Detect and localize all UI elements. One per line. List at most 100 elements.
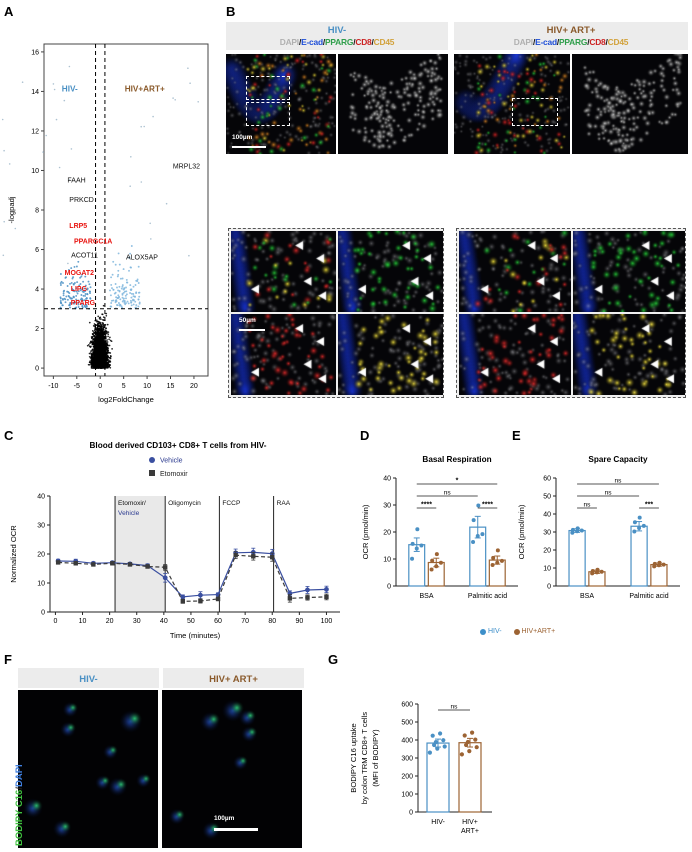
svg-text:FCCP: FCCP <box>222 500 241 507</box>
inset-hivpos-cd8 <box>459 314 571 395</box>
svg-text:300: 300 <box>401 755 413 762</box>
channel-dapi-label-2: DAPI <box>513 37 533 47</box>
channel-ecad-label-2: E-cad <box>535 37 557 47</box>
inset-hivneg-cd45 <box>338 314 443 395</box>
panel-g-letter: G <box>328 652 339 667</box>
svg-text:0: 0 <box>547 583 551 590</box>
svg-text:-logpadj: -logpadj <box>7 196 16 223</box>
svg-text:40: 40 <box>543 511 551 518</box>
svg-text:Normalized OCR: Normalized OCR <box>9 525 18 583</box>
inset-hivneg-cd8 <box>231 314 336 395</box>
panel-c-letter: C <box>4 428 14 443</box>
scale-bar-f-text: 100µm <box>214 815 235 822</box>
svg-text:0: 0 <box>53 618 57 625</box>
svg-text:6: 6 <box>35 247 39 254</box>
svg-text:40: 40 <box>383 475 391 482</box>
scale-bar-b-left-text: 100µm <box>232 134 253 141</box>
svg-text:100: 100 <box>401 791 413 798</box>
panel-b-right-channels: DAPI/E-cad/PPARG/CD8/CD45 <box>513 37 629 47</box>
svg-text:20: 20 <box>37 551 45 558</box>
svg-text:400: 400 <box>401 737 413 744</box>
micrograph-bodipy-hivneg <box>18 690 158 848</box>
svg-text:Basal Respiration: Basal Respiration <box>422 455 491 464</box>
panel-b-left-header: HIV- DAPI/E-cad/PPARG/CD8/CD45 <box>226 22 448 50</box>
panel-b-left-insets: 50µm <box>228 228 444 398</box>
group-legend: HIV- HIV+ART+ <box>480 628 680 642</box>
svg-text:ns: ns <box>444 490 452 497</box>
svg-text:Palmitic acid: Palmitic acid <box>468 593 507 600</box>
svg-text:4: 4 <box>35 286 39 293</box>
svg-text:100: 100 <box>321 618 333 625</box>
svg-text:0: 0 <box>387 583 391 590</box>
svg-text:10: 10 <box>31 168 39 175</box>
panel-f-group: HIV- HIV+ ART+ 100µm <box>18 668 304 850</box>
svg-text:FAAH: FAAH <box>67 177 85 184</box>
volcano-svg: 0 2 4 6 8 10 12 14 16 -10 -5 0 5 10 15 20 log2FoldChange… <box>1 43 209 404</box>
inset-box-3 <box>512 98 558 126</box>
legend-label-hivpos: HIV+ART+ <box>521 628 556 635</box>
scale-bar-inset <box>239 329 265 331</box>
svg-text:****: **** <box>421 502 432 509</box>
svg-text:by colon TRM CD8+ T cells: by colon TRM CD8+ T cells <box>360 712 369 804</box>
panel-e-letter: E <box>512 428 521 443</box>
svg-text:***: *** <box>645 502 653 509</box>
svg-text:20: 20 <box>106 618 114 625</box>
legend-label-hivneg: HIV- <box>487 628 502 635</box>
svg-text:0: 0 <box>98 383 102 390</box>
svg-text:ns: ns <box>451 704 459 711</box>
svg-text:50: 50 <box>187 618 195 625</box>
svg-text:ACOT11: ACOT11 <box>71 252 98 259</box>
inset-hivpos-merge <box>459 231 571 312</box>
svg-text:Time (minutes): Time (minutes) <box>170 631 221 640</box>
svg-text:Etomoxir: Etomoxir <box>160 471 188 478</box>
svg-text:log2FoldChange: log2FoldChange <box>98 395 154 404</box>
channel-cd45-label: CD45 <box>373 37 395 47</box>
legend-item-hivpos: HIV+ART+ <box>513 628 556 635</box>
svg-text:50: 50 <box>543 493 551 500</box>
legend-dot-hivneg-icon <box>480 628 486 635</box>
micrograph-bodipy-hivpos <box>162 690 302 848</box>
svg-text:Blood derived CD103+ CD8+ T ce: Blood derived CD103+ CD8+ T cells from H… <box>90 441 267 450</box>
svg-text:30: 30 <box>543 529 551 536</box>
scale-bar-inset-text: 50µm <box>239 317 256 324</box>
svg-text:ALOX5AP: ALOX5AP <box>126 254 158 261</box>
panel-b-left-inset-grid <box>231 231 443 395</box>
panel-b-left-group: HIV- DAPI/E-cad/PPARG/CD8/CD45 100µm <box>226 22 448 212</box>
svg-text:-5: -5 <box>74 383 80 390</box>
svg-text:Etomoxir/: Etomoxir/ <box>118 500 146 507</box>
panel-f-header-divider <box>159 668 163 688</box>
svg-text:5: 5 <box>122 383 126 390</box>
svg-text:-10: -10 <box>48 383 58 390</box>
micrograph-hivneg-merge <box>226 54 336 154</box>
panel-b-right-images <box>454 54 688 154</box>
micrograph-hivpos-dapi <box>572 54 688 154</box>
panel-b-left-channels: DAPI/E-cad/PPARG/CD8/CD45 <box>279 37 395 47</box>
svg-text:0: 0 <box>35 365 39 372</box>
panel-b-right-header: HIV+ ART+ DAPI/E-cad/PPARG/CD8/CD45 <box>454 22 688 50</box>
panel-f-left-title: HIV- <box>79 673 98 685</box>
svg-text:10: 10 <box>383 556 391 563</box>
inset-hivpos-pparg <box>573 231 685 312</box>
svg-text:0: 0 <box>409 809 413 816</box>
svg-text:10: 10 <box>79 618 87 625</box>
panel-d-letter: D <box>360 428 370 443</box>
svg-text:OCR (pmol/min): OCR (pmol/min) <box>517 504 526 559</box>
svg-text:Vehicle: Vehicle <box>118 510 140 517</box>
svg-text:30: 30 <box>133 618 141 625</box>
svg-text:12: 12 <box>31 128 39 135</box>
channel-cd45-label-2: CD45 <box>607 37 629 47</box>
micrograph-hivneg-dapi <box>338 54 448 154</box>
svg-text:(MFI of BODIPY): (MFI of BODIPY) <box>371 729 380 787</box>
spare-capacity-plot: Spare Capacity 0 10 20 30 40 50 60 OCR (pmol/min… <box>512 444 688 634</box>
basal-respiration-plot: Basal Respiration 0 10 20 30 40 OCR (pmol/min)… <box>356 444 526 634</box>
scale-bar-f <box>214 828 258 831</box>
svg-text:30: 30 <box>37 522 45 529</box>
svg-text:ns: ns <box>584 502 592 509</box>
scale-bar-b-left <box>232 146 266 148</box>
svg-text:Palmitic acid: Palmitic acid <box>629 593 668 600</box>
inset-hivneg-pparg <box>338 231 443 312</box>
svg-text:60: 60 <box>543 475 551 482</box>
panel-f-header: HIV- HIV+ ART+ <box>18 668 304 688</box>
svg-text:MOGAT2: MOGAT2 <box>65 270 95 277</box>
svg-text:10: 10 <box>143 383 151 390</box>
